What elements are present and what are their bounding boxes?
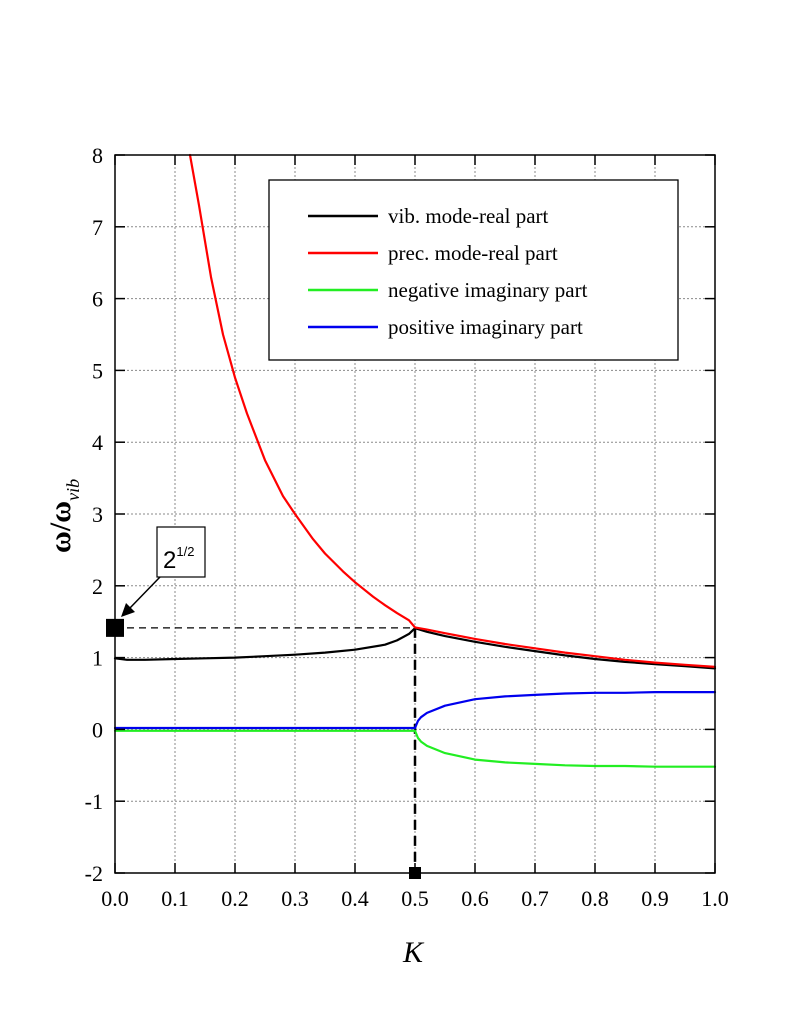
x-tick-label: 0.4 [341, 886, 369, 911]
y-tick-label: 1 [92, 646, 103, 671]
sqrt2-marker [106, 618, 124, 637]
series-prec-real [188, 153, 717, 669]
series-lines [113, 153, 717, 768]
axis-ticks: 0.0 0.1 0.2 0.3 0.4 0.5 0.6 0.7 0.8 0.9 1.0 -2 -1 0 1 2… [85, 143, 729, 911]
sqrt2-callout: 21/2 [121, 526, 206, 617]
legend-label-negative-imag: negative imaginary part [388, 278, 588, 302]
y-tick-label: -2 [85, 861, 103, 886]
y-tick-label: 8 [92, 143, 103, 168]
x-tick-label: 0.8 [581, 886, 609, 911]
sqrt2-base: 2 [163, 547, 176, 574]
y-tick-label: -1 [85, 789, 103, 814]
x-tick-label: 0.3 [281, 886, 309, 911]
x-tick-label: 0.5 [401, 886, 429, 911]
series-vib-real [113, 627, 717, 670]
legend-label-prec: prec. mode-real part [388, 241, 558, 265]
y-tick-label: 5 [92, 358, 103, 383]
y-axis-title: ω/ωvib [44, 479, 83, 553]
annotation-markers [106, 618, 421, 879]
x-tick-label: 0.6 [461, 886, 489, 911]
x-tick-label: 0.0 [101, 886, 129, 911]
y-axis-title-text: ω/ωvib [44, 479, 83, 553]
y-tick-label: 3 [92, 502, 103, 527]
series-negative-imag [113, 729, 717, 768]
y-tick-label: 7 [92, 215, 103, 240]
y-tick-label: 0 [92, 717, 103, 742]
x-tick-label: 0.9 [641, 886, 669, 911]
legend-label-positive-imag: positive imaginary part [388, 315, 583, 339]
series-positive-imag [113, 690, 717, 730]
legend: vib. mode-real part prec. mode-real part… [268, 179, 679, 361]
sqrt2-callout-box [156, 526, 206, 578]
sqrt2-exponent: 1/2 [176, 544, 194, 559]
sqrt2-callout-arrow [128, 576, 161, 610]
y-tick-label: 4 [92, 430, 103, 455]
legend-box [268, 179, 679, 361]
x-tick-label: 1.0 [701, 886, 729, 911]
legend-label-vib: vib. mode-real part [388, 204, 549, 228]
sqrt2-callout-label: 21/2 [163, 544, 194, 574]
y-axis-title-main: ω/ω [44, 501, 77, 553]
x-axis-title: K [402, 936, 425, 969]
reference-lines [115, 627, 417, 873]
y-axis-title-sub: vib [63, 479, 83, 501]
sqrt2-callout-arrowhead [121, 603, 135, 617]
x-tick-label: 0.2 [221, 886, 249, 911]
y-tick-label: 2 [92, 574, 103, 599]
x-tick-label: 0.7 [521, 886, 549, 911]
k-half-marker [409, 867, 421, 879]
x-tick-label: 0.1 [161, 886, 189, 911]
y-tick-label: 6 [92, 287, 103, 312]
